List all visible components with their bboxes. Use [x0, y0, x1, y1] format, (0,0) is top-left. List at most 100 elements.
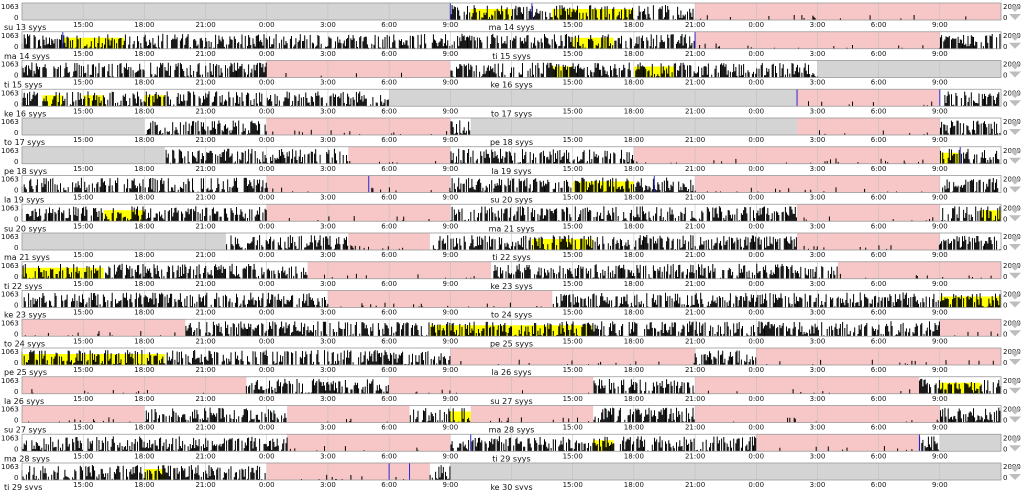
left-axis-max-label: 1063 — [1, 3, 19, 11]
hour-tick-label: 18:00 — [624, 251, 644, 259]
hour-tick-label: 21:00 — [195, 107, 215, 115]
actogram-row: 106302000015:0018:0021:000:003:006:009:0… — [1, 462, 1021, 490]
hour-tick-label: 9:00 — [442, 481, 458, 489]
hour-tick-label: 3:00 — [810, 424, 826, 432]
left-axis-min-label: 0 — [14, 129, 18, 137]
hour-tick-label: 3:00 — [810, 194, 826, 202]
hour-tick-label: 18:00 — [134, 424, 154, 432]
hour-tick-label: 9:00 — [442, 395, 458, 403]
hour-tick-label: 6:00 — [381, 136, 397, 144]
rest-period — [797, 118, 940, 135]
hour-tick-label: 21:00 — [195, 481, 215, 489]
actogram-row: 106302000015:0018:0021:000:003:006:009:0… — [1, 31, 1021, 61]
hour-tick-label: 6:00 — [871, 424, 887, 432]
hour-tick-label: 21:00 — [195, 136, 215, 144]
row-frame — [21, 347, 1002, 366]
left-axis-max-label: 1063 — [1, 204, 19, 212]
hour-tick-label: 3:00 — [320, 309, 336, 317]
hour-tick-label: 9:00 — [932, 79, 948, 87]
left-axis-min-label: 0 — [14, 187, 18, 195]
scroll-down-triangle-icon — [1009, 215, 1021, 222]
hour-tick-label: 21:00 — [195, 452, 215, 460]
hour-tick-label: 9:00 — [442, 165, 458, 173]
hour-tick-label: 6:00 — [381, 251, 397, 259]
hour-tick-label: 21:00 — [685, 194, 705, 202]
left-axis-max-label: 1063 — [1, 406, 19, 414]
hour-tick-label: 18:00 — [134, 194, 154, 202]
hour-tick-label: 0:00 — [748, 280, 764, 288]
scroll-down-triangle-icon — [1009, 445, 1021, 452]
left-axis-min-label: 0 — [14, 359, 18, 367]
light-exposure — [633, 66, 675, 78]
left-axis-max-label: 1063 — [1, 147, 19, 155]
hour-tick-label: 18:00 — [624, 337, 644, 345]
scroll-up-triangle-icon — [1009, 322, 1021, 329]
hour-tick-label: 0:00 — [259, 50, 275, 58]
scroll-down-triangle-icon — [1009, 244, 1021, 250]
hour-tick-label: 21:00 — [685, 165, 705, 173]
hour-tick-label: 9:00 — [932, 337, 948, 345]
hour-tick-label: 18:00 — [134, 452, 154, 460]
rest-period — [837, 261, 1001, 279]
row-frame — [21, 175, 1002, 193]
hour-tick-label: 9:00 — [442, 424, 458, 432]
hour-tick-label: 15:00 — [563, 424, 583, 432]
left-axis-max-label: 1063 — [1, 61, 19, 69]
scroll-up-triangle-icon — [1009, 236, 1021, 242]
left-axis-min-label: 0 — [14, 14, 18, 22]
hour-tick-label: 15:00 — [73, 366, 93, 374]
row-frame — [21, 462, 1002, 481]
activity-bars — [226, 235, 1001, 250]
actogram-row: 106302000015:0018:0021:000:003:006:009:0… — [1, 146, 1021, 176]
left-axis-min-label: 0 — [14, 445, 18, 453]
right-axis-min-label: 0 — [1003, 330, 1007, 338]
right-axis-min-label: 0 — [1003, 302, 1007, 310]
hour-tick-label: 21:00 — [195, 50, 215, 58]
hour-tick-label: 6:00 — [381, 222, 397, 230]
rest-period — [266, 204, 451, 222]
hour-tick-label: 9:00 — [932, 194, 948, 202]
hour-tick-label: 15:00 — [563, 337, 583, 345]
hour-tick-label: 9:00 — [442, 50, 458, 58]
left-axis-max-label: 1063 — [1, 463, 19, 471]
hour-tick-label: 15:00 — [563, 251, 583, 259]
left-axis-min-label: 0 — [14, 273, 18, 281]
hour-tick-label: 21:00 — [195, 79, 215, 87]
hour-tick-label: 3:00 — [320, 481, 336, 489]
hour-tick-label: 6:00 — [381, 452, 397, 460]
hour-tick-label: 0:00 — [748, 366, 764, 374]
hour-tick-label: 21:00 — [195, 251, 215, 259]
hour-tick-label: 6:00 — [871, 107, 887, 115]
hour-tick-label: 3:00 — [320, 222, 336, 230]
hour-tick-label: 6:00 — [871, 309, 887, 317]
hour-tick-label: 21:00 — [195, 309, 215, 317]
hour-tick-label: 15:00 — [563, 395, 583, 403]
hour-tick-label: 3:00 — [320, 79, 336, 87]
hour-tick-label: 0:00 — [259, 222, 275, 230]
hour-tick-label: 3:00 — [810, 481, 826, 489]
hour-tick-label: 9:00 — [442, 21, 458, 29]
actogram-row: 106302000015:0018:0021:000:003:006:009:0… — [1, 261, 1021, 291]
scroll-up-triangle-icon — [1009, 34, 1021, 41]
row-next-date-label: ke 30 syys — [490, 483, 532, 490]
hour-tick-label: 3:00 — [810, 280, 826, 288]
hour-tick-label: 9:00 — [932, 424, 948, 432]
row-frame — [21, 232, 1002, 251]
hour-tick-label: 3:00 — [810, 21, 826, 29]
left-axis-max-label: 1063 — [1, 176, 19, 184]
hour-tick-label: 3:00 — [810, 50, 826, 58]
hour-tick-label: 0:00 — [748, 136, 764, 144]
light-exposure — [144, 95, 165, 107]
hour-tick-label: 9:00 — [442, 309, 458, 317]
rest-period — [389, 376, 594, 394]
scroll-down-triangle-icon — [1009, 157, 1021, 164]
light-exposure — [144, 469, 165, 480]
right-axis-min-label: 0 — [1003, 72, 1007, 80]
row-start-date-label: to 17 syys — [4, 138, 45, 147]
scroll-up-triangle-icon — [1009, 63, 1021, 70]
hour-tick-label: 6:00 — [381, 194, 397, 202]
hour-tick-label: 6:00 — [381, 79, 397, 87]
hour-tick-label: 18:00 — [624, 452, 644, 460]
hour-tick-label: 3:00 — [320, 337, 336, 345]
hour-tick-label: 15:00 — [563, 50, 583, 58]
